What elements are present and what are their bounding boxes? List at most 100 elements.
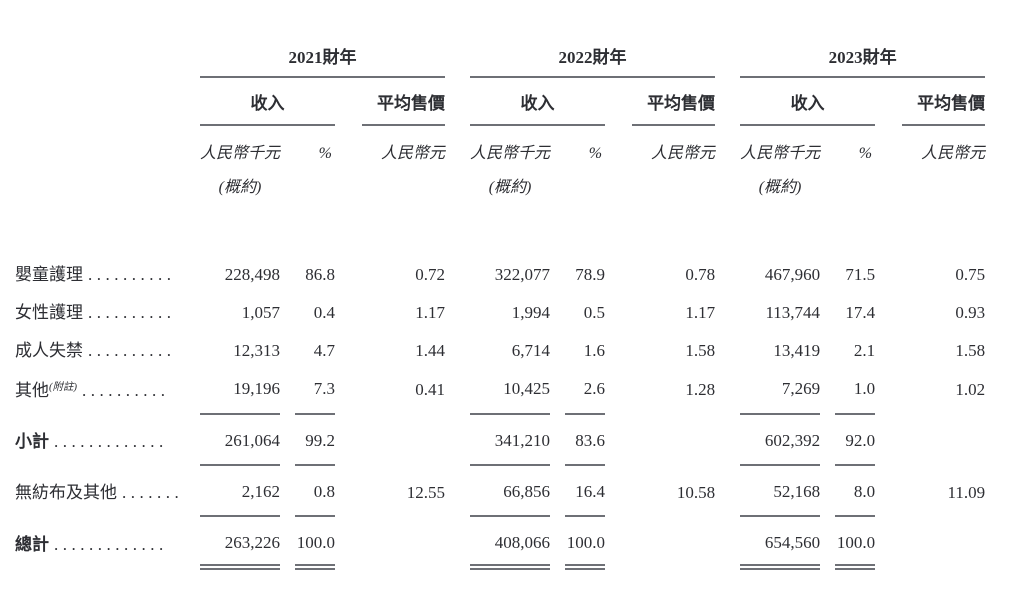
- revenue-cell: 66,856: [470, 474, 551, 517]
- row-label: 女性護理: [15, 303, 83, 322]
- table-row-baby-care: 嬰童護理.......... 228,498 86.8 0.72 322,077…: [15, 256, 985, 294]
- percent-cell: 16.4: [565, 474, 606, 517]
- approx-note: (概約): [758, 179, 802, 196]
- percent-cell: 4.7: [313, 341, 335, 360]
- table-row-nonwoven-others: 無紡布及其他....... 2,162 0.8 12.55 66,856 16.…: [15, 474, 986, 517]
- leader-dots: ..........: [88, 303, 176, 322]
- year-header-2021: 2021財年: [200, 38, 446, 78]
- table-row-feminine-care: 女性護理.......... 1,057 0.4 1.17 1,994 0.5 …: [15, 294, 985, 332]
- percent-cell: 71.5: [845, 265, 876, 284]
- asp-cell: 0.93: [955, 303, 986, 322]
- asp-cell: 1.17: [415, 303, 446, 322]
- asp-cell: 0.72: [415, 265, 446, 284]
- spacer-row: [15, 198, 985, 256]
- revenue-cell: 2,162: [200, 474, 280, 517]
- percent-cell: 1.6: [583, 341, 606, 360]
- asp-cell: 1.44: [415, 341, 446, 360]
- asp-unit: 人民幣元: [651, 145, 716, 162]
- revenue-unit: 人民幣千元: [470, 145, 551, 162]
- subheader-row: 收入 平均售價 收入 平均售價 收入 平均售價: [15, 77, 986, 126]
- leader-dots: ..........: [88, 265, 176, 284]
- approx-note: (概約): [488, 179, 532, 196]
- asp-cell: 10.58: [676, 482, 716, 502]
- asp-unit: 人民幣元: [381, 145, 446, 162]
- revenue-cell: 1,057: [241, 303, 280, 322]
- table-row-adult-incontinence: 成人失禁.......... 12,313 4.7 1.44 6,714 1.6…: [15, 332, 985, 370]
- revenue-cell: 408,066: [470, 525, 551, 570]
- leader-dots: .............: [54, 534, 168, 554]
- percent-cell: 92.0: [835, 423, 876, 466]
- year-header-row: 2021財年 2022財年 2023財年: [15, 38, 986, 78]
- percent-cell: 0.4: [313, 303, 335, 322]
- revenue-cell: 602,392: [740, 423, 821, 466]
- table-row-others: 其他(附註).......... 19,196 7.3 0.41 10,425 …: [15, 370, 986, 415]
- revenue-cell: 261,064: [200, 423, 280, 466]
- revenue-header: 收入: [740, 77, 876, 126]
- revenue-cell: 1,994: [511, 303, 551, 322]
- percent-cell: 99.2: [295, 423, 335, 466]
- asp-cell: 1.58: [955, 341, 986, 360]
- asp-cell: 0.41: [415, 379, 446, 399]
- asp-cell: [362, 423, 445, 465]
- percent-cell: 2.1: [853, 341, 876, 360]
- revenue-cell: 19,196: [200, 370, 280, 415]
- percent-cell: 100.0: [835, 525, 876, 570]
- percent-cell: 7.3: [295, 370, 335, 415]
- revenue-cell: 113,744: [765, 303, 821, 322]
- asp-unit: 人民幣元: [921, 145, 986, 162]
- units-row: 人民幣千元 % 人民幣元 人民幣千元 % 人民幣元 人民幣千元 % 人民幣元: [15, 125, 985, 164]
- year-header-2023: 2023財年: [740, 38, 986, 78]
- table-row-subtotal: 小計............. 261,064 99.2 341,210 83.…: [15, 423, 985, 466]
- asp-cell: 1.58: [685, 341, 716, 360]
- percent-cell: 86.8: [305, 265, 335, 284]
- revenue-header: 收入: [470, 77, 606, 126]
- revenue-cell: 654,560: [740, 525, 821, 570]
- revenue-cell: 52,168: [740, 474, 821, 517]
- asp-cell: 1.02: [955, 379, 986, 399]
- asp-cell: 0.75: [955, 265, 986, 284]
- asp-header: 平均售價: [632, 77, 716, 126]
- percent-cell: 1.0: [835, 370, 876, 415]
- asp-cell: [362, 525, 445, 567]
- row-label: 其他: [15, 381, 49, 400]
- row-label: 總計: [15, 534, 49, 554]
- row-label: 嬰童護理: [15, 265, 83, 284]
- percent-cell: 100.0: [565, 525, 606, 570]
- revenue-cell: 7,269: [740, 370, 821, 415]
- pct-unit: %: [318, 145, 332, 162]
- table-row-total: 總計............. 263,226 100.0 408,066 10…: [15, 525, 985, 570]
- percent-cell: 0.5: [583, 303, 606, 322]
- row-label: 無紡布及其他: [15, 482, 117, 502]
- asp-cell: 1.17: [685, 303, 716, 322]
- pct-unit: %: [588, 145, 603, 162]
- percent-cell: 8.0: [835, 474, 876, 517]
- revenue-cell: 12,313: [233, 341, 280, 360]
- revenue-cell: 341,210: [470, 423, 551, 466]
- year-header-2022: 2022財年: [470, 38, 716, 78]
- note-superscript: (附註): [49, 382, 77, 393]
- revenue-header: 收入: [200, 77, 335, 126]
- spacer-row: [15, 465, 985, 474]
- revenue-unit: 人民幣千元: [740, 145, 821, 162]
- spacer-row: [15, 414, 985, 423]
- percent-cell: 17.4: [845, 303, 876, 322]
- revenue-cell: 322,077: [494, 265, 551, 284]
- units-note-row: (概約) (概約) (概約): [15, 164, 985, 198]
- asp-cell: [902, 423, 985, 465]
- percent-cell: 83.6: [565, 423, 606, 466]
- asp-header: 平均售價: [902, 77, 986, 126]
- row-label: 小計: [15, 431, 49, 451]
- leader-dots: ..........: [88, 341, 176, 360]
- asp-cell: 1.28: [685, 379, 716, 399]
- asp-cell: 11.09: [947, 482, 986, 502]
- leader-dots: ..........: [82, 381, 170, 400]
- percent-cell: 2.6: [565, 370, 606, 415]
- asp-cell: [632, 423, 715, 465]
- percent-cell: 100.0: [295, 525, 335, 570]
- row-label: 成人失禁: [15, 341, 83, 360]
- revenue-cell: 467,960: [764, 265, 821, 284]
- asp-header: 平均售價: [362, 77, 446, 126]
- revenue-cell: 228,498: [224, 265, 280, 284]
- revenue-cell: 6,714: [511, 341, 551, 360]
